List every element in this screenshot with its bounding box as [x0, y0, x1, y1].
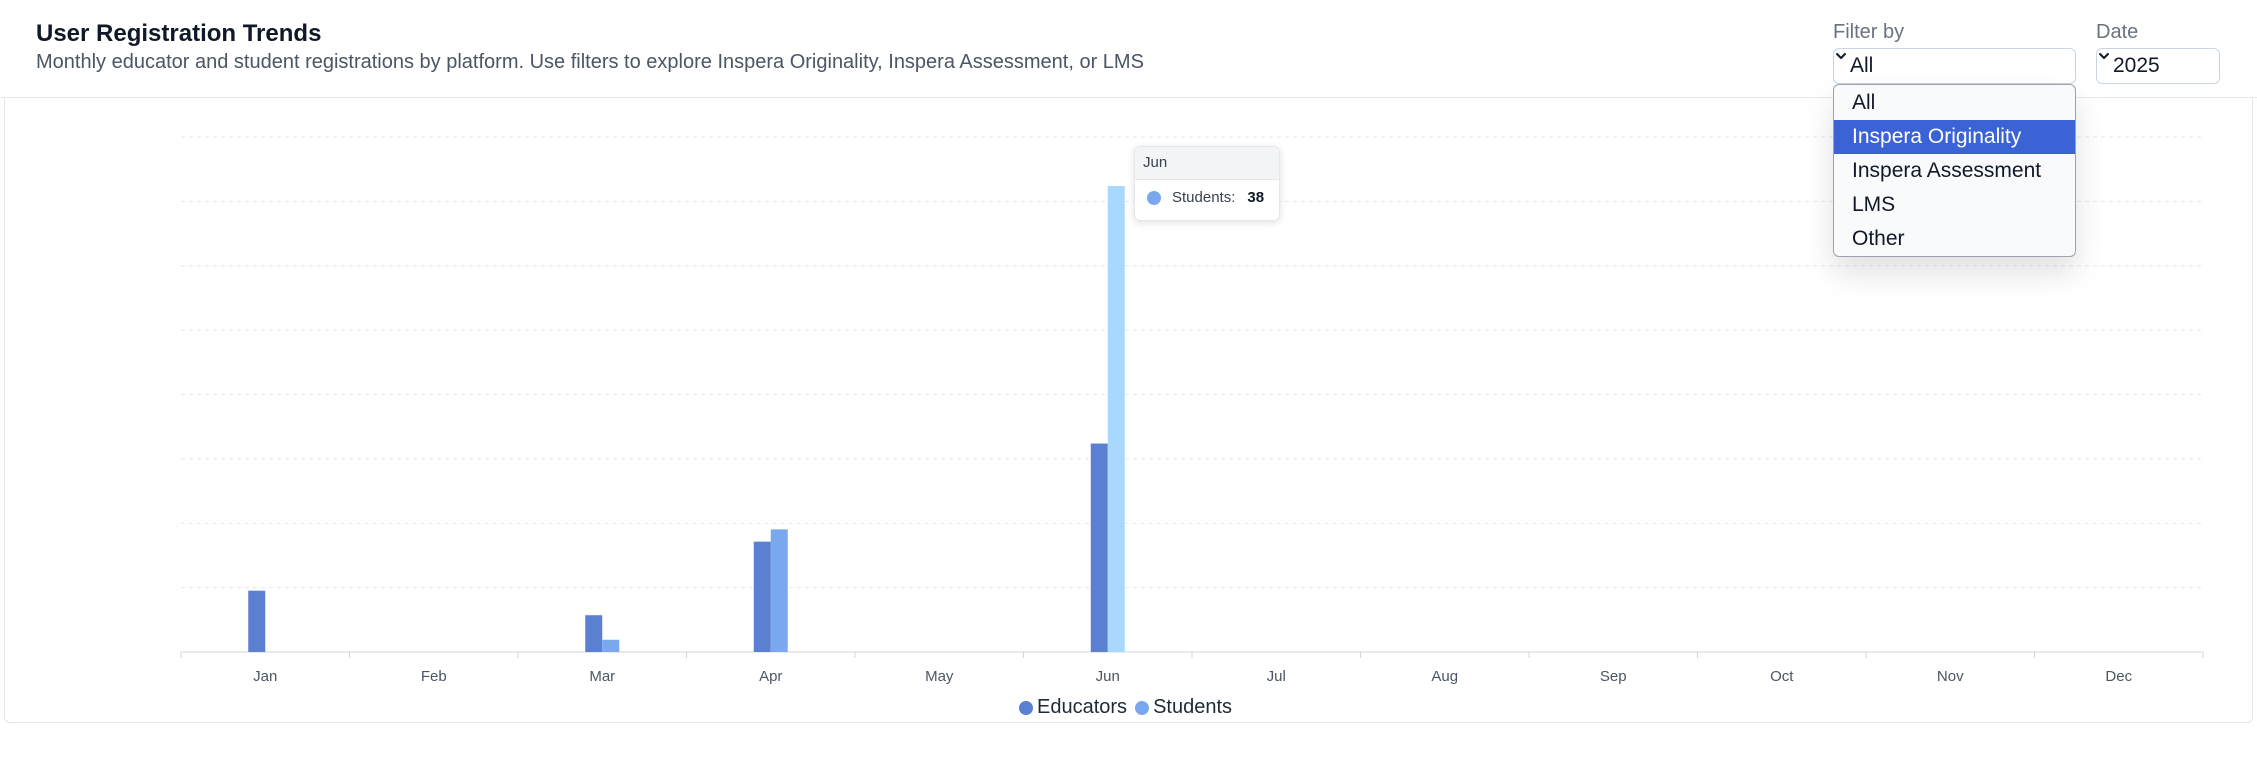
x-tick-label: Jun: [1096, 668, 1120, 685]
date-label: Date: [2096, 21, 2139, 43]
bar-students-mar[interactable]: [602, 639, 620, 652]
legend-item-students[interactable]: Students: [1135, 696, 1232, 719]
x-tick-label: Feb: [421, 668, 447, 685]
x-tick-label: Dec: [2105, 668, 2132, 685]
legend-item-educators[interactable]: Educators: [1019, 696, 1127, 719]
bar-educators-apr[interactable]: [753, 541, 771, 652]
bar-educators-jan[interactable]: [248, 590, 266, 652]
x-tick-label: Jul: [1267, 668, 1286, 685]
x-tick-label: Aug: [1431, 668, 1458, 685]
x-tick-label: Mar: [589, 668, 615, 685]
filter-by-label: Filter by: [1833, 21, 1905, 43]
filter-option[interactable]: All: [1852, 91, 1876, 114]
bar-educators-mar[interactable]: [585, 615, 603, 652]
filter-dropdown-menu[interactable]: All Inspera Originality Inspera Assessment…: [1833, 84, 2076, 257]
bars-layer: [248, 186, 1125, 653]
bar-students-jun[interactable]: [1107, 186, 1125, 653]
chevron-down-icon: [1836, 53, 1846, 59]
x-tick-label: May: [925, 668, 954, 685]
bar-educators-jun[interactable]: [1090, 443, 1108, 652]
x-tick-label: Apr: [759, 668, 782, 685]
tooltip-value: 38: [1247, 189, 1265, 206]
bar-students-apr[interactable]: [770, 529, 788, 652]
filter-by-select[interactable]: All: [1833, 48, 2076, 84]
x-tick-label: Oct: [1770, 668, 1794, 685]
filter-option[interactable]: LMS: [1852, 193, 1896, 216]
filter-option[interactable]: Other: [1852, 227, 1905, 250]
tooltip-series-dot: [1147, 190, 1161, 205]
x-tick-labels: Jan Feb Mar Apr May Jun Jul Aug Sep Oct Nov Dec: [253, 668, 2132, 685]
students-legend-dot: [1135, 700, 1150, 715]
page-subtitle: Monthly educator and student registratio…: [36, 51, 1144, 73]
date-value: 2025: [2113, 54, 2160, 77]
tooltip-title: Jun: [1135, 147, 1279, 180]
chart-header: User Registration Trends Monthly educato…: [0, 0, 2257, 98]
tooltip-series-label: Students:: [1172, 189, 1236, 206]
chart-panel: [4, 99, 2253, 723]
x-tick-label: Jan: [253, 668, 277, 685]
tooltip-series-row: Students: 38: [1147, 189, 1264, 206]
date-select[interactable]: 2025: [2096, 48, 2220, 84]
legend-label-students: Students: [1153, 696, 1233, 718]
legend-label-educators: Educators: [1037, 696, 1128, 718]
chart-legend: Educators Students: [1019, 696, 1240, 719]
chevron-down-icon: [2099, 53, 2109, 59]
page-title: User Registration Trends: [36, 20, 322, 47]
filter-option[interactable]: Inspera Assessment: [1852, 159, 2042, 182]
educators-legend-dot: [1019, 700, 1033, 715]
filter-option[interactable]: Inspera Originality: [1834, 120, 2075, 154]
grid-layer: [181, 136, 2203, 589]
x-axis: [180, 651, 2204, 658]
x-tick-label: Sep: [1600, 668, 1627, 685]
x-tick-label: Nov: [1937, 668, 1964, 685]
chart-tooltip: Jun Students: 38: [1134, 146, 1280, 221]
filter-by-value: All: [1850, 54, 1874, 77]
